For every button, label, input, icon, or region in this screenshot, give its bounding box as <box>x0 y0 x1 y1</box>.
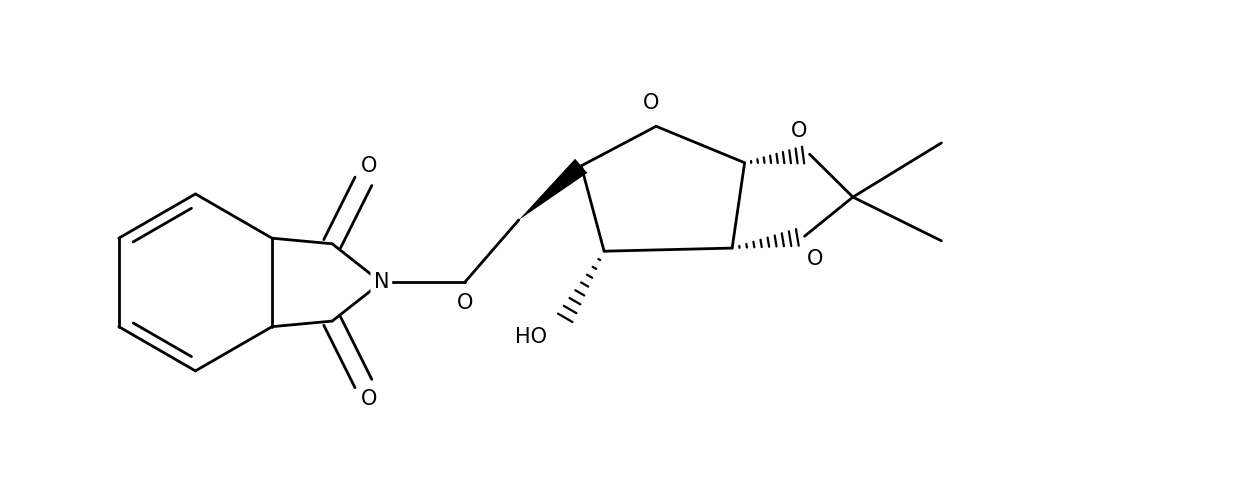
Polygon shape <box>518 159 587 220</box>
Text: O: O <box>807 249 823 269</box>
Text: O: O <box>360 389 376 409</box>
Text: O: O <box>643 93 659 113</box>
Text: O: O <box>457 293 473 313</box>
Text: HO: HO <box>516 327 547 346</box>
Text: O: O <box>360 156 376 176</box>
Text: N: N <box>374 273 389 292</box>
Text: O: O <box>791 122 807 141</box>
